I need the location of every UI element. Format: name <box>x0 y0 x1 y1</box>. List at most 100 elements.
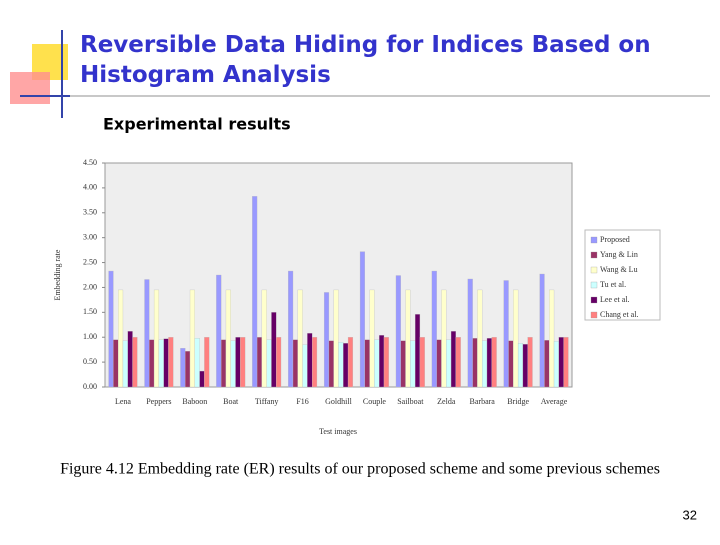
x-tick-label: F16 <box>296 397 308 406</box>
bar <box>312 337 318 388</box>
bar <box>477 289 483 388</box>
bar <box>563 337 569 388</box>
bar <box>522 344 528 388</box>
x-tick-label: Couple <box>363 397 387 406</box>
bar <box>517 343 524 388</box>
legend-swatch <box>590 251 598 259</box>
y-tick-label: 3.00 <box>83 232 97 241</box>
bar <box>539 273 545 388</box>
bar <box>185 351 191 388</box>
legend <box>584 229 661 321</box>
bar <box>307 333 313 388</box>
bar <box>553 341 559 388</box>
x-tick-label: Peppers <box>146 397 171 406</box>
bar <box>261 289 267 388</box>
bar <box>544 340 550 388</box>
bar <box>149 339 155 388</box>
bar <box>256 337 263 388</box>
bar <box>472 338 478 388</box>
x-tick-label: Baboon <box>182 397 207 406</box>
y-tick-label: 3.50 <box>83 208 97 217</box>
y-tick-label: 0.00 <box>83 382 97 391</box>
bar <box>347 337 354 388</box>
y-tick-label: 2.50 <box>83 257 97 266</box>
bar <box>189 289 195 388</box>
bar <box>527 337 533 388</box>
x-tick-label: Sailboat <box>397 397 424 406</box>
bar <box>199 370 205 388</box>
bar <box>450 331 456 388</box>
bar <box>122 340 128 388</box>
bar <box>400 340 406 388</box>
bar <box>486 338 492 388</box>
legend-swatch <box>590 296 598 304</box>
bar <box>410 340 416 388</box>
bar <box>441 289 447 388</box>
bar <box>503 280 509 388</box>
figure-caption: Figure 4.12 Embedding rate (ER) results … <box>60 461 660 478</box>
x-tick-label: Goldhill <box>325 397 352 406</box>
bar <box>467 278 473 388</box>
bar <box>323 292 330 388</box>
legend-swatch <box>590 266 598 274</box>
bar <box>288 270 294 388</box>
bar <box>343 343 349 388</box>
x-tick-label: Zelda <box>437 397 456 406</box>
bar <box>431 270 437 388</box>
bar <box>419 337 425 388</box>
bar <box>221 339 227 388</box>
x-tick-label: Barbara <box>470 397 496 406</box>
bar <box>180 348 186 388</box>
bar <box>508 340 514 388</box>
bar <box>333 289 339 388</box>
bar <box>359 251 365 388</box>
bar <box>108 270 114 388</box>
y-tick-label: 2.00 <box>83 282 97 291</box>
bar <box>491 337 497 388</box>
bar <box>266 339 272 388</box>
legend-label: Yang & Lin <box>600 250 638 259</box>
bar <box>127 331 133 388</box>
x-tick-label: Boat <box>223 397 239 406</box>
y-axis-title: Embedding rate <box>53 249 62 300</box>
bar <box>168 337 174 388</box>
bar <box>383 337 389 388</box>
bar <box>225 289 231 388</box>
bar <box>455 337 461 388</box>
y-tick-label: 1.00 <box>83 332 97 341</box>
bar <box>113 339 119 388</box>
bar <box>118 289 124 388</box>
bar <box>328 340 334 388</box>
slide-subtitle: Experimental results <box>103 115 291 134</box>
bar <box>379 335 385 388</box>
bar <box>446 339 452 388</box>
bar <box>436 339 442 388</box>
slide-title: Reversible Data Hiding for Indices Based… <box>80 32 651 58</box>
legend-swatch <box>590 236 598 244</box>
bar <box>513 289 519 388</box>
y-tick-label: 1.50 <box>83 307 97 316</box>
bar <box>153 289 160 388</box>
bar <box>549 289 555 388</box>
x-tick-label: Lena <box>115 397 131 406</box>
bar <box>405 289 411 388</box>
bar <box>297 289 303 388</box>
bar <box>271 312 277 388</box>
slide-title: Histogram Analysis <box>80 62 331 88</box>
legend-label: Chang et al. <box>600 310 638 319</box>
bar <box>276 337 282 388</box>
bar <box>374 339 380 388</box>
x-tick-label: Average <box>541 397 568 406</box>
bar <box>414 314 421 388</box>
bar <box>292 339 298 388</box>
bar <box>132 337 138 388</box>
bar <box>230 340 236 388</box>
legend-swatch <box>590 311 598 319</box>
bar <box>364 339 370 388</box>
y-tick-label: 4.00 <box>83 183 97 192</box>
bar <box>144 279 150 388</box>
bar <box>558 337 564 388</box>
bar <box>338 342 344 388</box>
